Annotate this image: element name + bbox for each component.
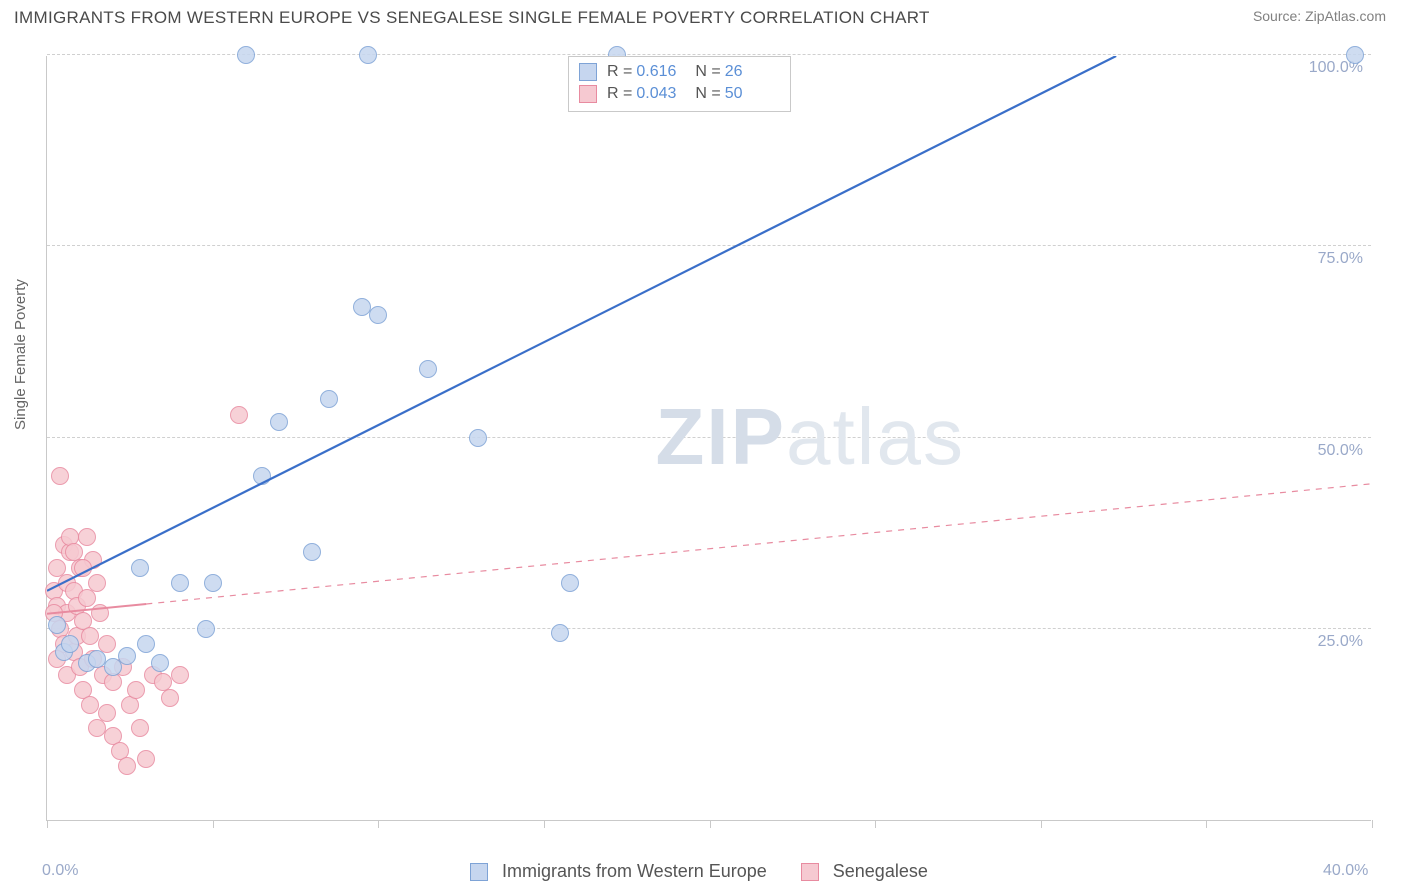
gridline <box>47 628 1371 629</box>
scatter-point <box>469 429 487 447</box>
x-tick <box>710 820 711 828</box>
legend-stats: R = 0.616 N = 26 R = 0.043 N = 50 <box>568 56 791 112</box>
scatter-point <box>230 406 248 424</box>
legend-stats-row-b: R = 0.043 N = 50 <box>579 83 780 105</box>
scatter-point <box>561 574 579 592</box>
x-tick-label-min: 0.0% <box>42 862 78 880</box>
scatter-point <box>51 467 69 485</box>
y-tick-label: 50.0% <box>1318 442 1363 460</box>
x-tick <box>1372 820 1373 828</box>
watermark-light: atlas <box>786 392 965 481</box>
x-tick <box>378 820 379 828</box>
chart-title: IMMIGRANTS FROM WESTERN EUROPE VS SENEGA… <box>14 8 930 28</box>
scatter-point <box>74 559 92 577</box>
legend-swatch-a <box>470 863 488 881</box>
scatter-point <box>359 46 377 64</box>
scatter-point <box>98 704 116 722</box>
scatter-point <box>88 574 106 592</box>
scatter-point <box>137 750 155 768</box>
header: IMMIGRANTS FROM WESTERN EUROPE VS SENEGA… <box>0 0 1406 28</box>
scatter-point <box>65 543 83 561</box>
x-tick <box>213 820 214 828</box>
legend-swatch-b <box>801 863 819 881</box>
scatter-point <box>353 298 371 316</box>
trend-line-b-dashed <box>146 484 1371 604</box>
scatter-point <box>204 574 222 592</box>
scatter-point <box>118 757 136 775</box>
legend-r-value-b: 0.043 <box>636 85 691 103</box>
scatter-point <box>127 681 145 699</box>
scatter-point <box>81 696 99 714</box>
y-tick-label: 25.0% <box>1318 633 1363 651</box>
source-attribution: Source: ZipAtlas.com <box>1253 8 1386 24</box>
legend-n-value-a: 26 <box>725 63 780 81</box>
gridline <box>47 245 1371 246</box>
legend-series: Immigrants from Western Europe Senegales… <box>470 861 928 882</box>
x-tick-label-max: 40.0% <box>1323 862 1368 880</box>
legend-stats-row-a: R = 0.616 N = 26 <box>579 61 780 83</box>
x-tick <box>1206 820 1207 828</box>
scatter-point <box>81 627 99 645</box>
scatter-point <box>61 635 79 653</box>
y-axis-label: Single Female Poverty <box>12 279 29 430</box>
legend-swatch-a <box>579 63 597 81</box>
scatter-point <box>131 559 149 577</box>
source-prefix: Source: <box>1253 8 1305 24</box>
scatter-point <box>131 719 149 737</box>
x-tick <box>544 820 545 828</box>
legend-r-label: R = <box>607 85 632 103</box>
legend-n-label: N = <box>695 85 720 103</box>
scatter-point <box>151 654 169 672</box>
scatter-point <box>270 413 288 431</box>
scatter-point <box>78 589 96 607</box>
y-tick-label: 75.0% <box>1318 250 1363 268</box>
scatter-point <box>91 604 109 622</box>
watermark-bold: ZIP <box>656 392 786 481</box>
scatter-point <box>320 390 338 408</box>
scatter-point <box>78 528 96 546</box>
scatter-point <box>253 467 271 485</box>
source-site: ZipAtlas.com <box>1305 8 1386 24</box>
scatter-point <box>1346 46 1364 64</box>
legend-r-value-a: 0.616 <box>636 63 691 81</box>
scatter-point <box>551 624 569 642</box>
scatter-point <box>237 46 255 64</box>
watermark-text: ZIPatlas <box>656 391 965 483</box>
x-tick <box>875 820 876 828</box>
chart-plot-area: ZIPatlas 25.0%50.0%75.0%100.0% <box>46 56 1371 821</box>
trend-line-a <box>47 56 1116 591</box>
scatter-point <box>161 689 179 707</box>
scatter-point <box>48 616 66 634</box>
scatter-point <box>137 635 155 653</box>
scatter-point <box>118 647 136 665</box>
scatter-point <box>171 574 189 592</box>
x-tick <box>47 820 48 828</box>
x-tick <box>1041 820 1042 828</box>
scatter-point <box>104 673 122 691</box>
scatter-point <box>197 620 215 638</box>
legend-swatch-b <box>579 85 597 103</box>
legend-r-label: R = <box>607 63 632 81</box>
legend-n-value-b: 50 <box>725 85 780 103</box>
legend-series-b-name: Senegalese <box>833 861 928 882</box>
scatter-point <box>88 650 106 668</box>
legend-series-a-name: Immigrants from Western Europe <box>502 861 767 882</box>
scatter-point <box>419 360 437 378</box>
scatter-point <box>88 719 106 737</box>
legend-n-label: N = <box>695 63 720 81</box>
scatter-point <box>369 306 387 324</box>
scatter-point <box>303 543 321 561</box>
scatter-point <box>171 666 189 684</box>
